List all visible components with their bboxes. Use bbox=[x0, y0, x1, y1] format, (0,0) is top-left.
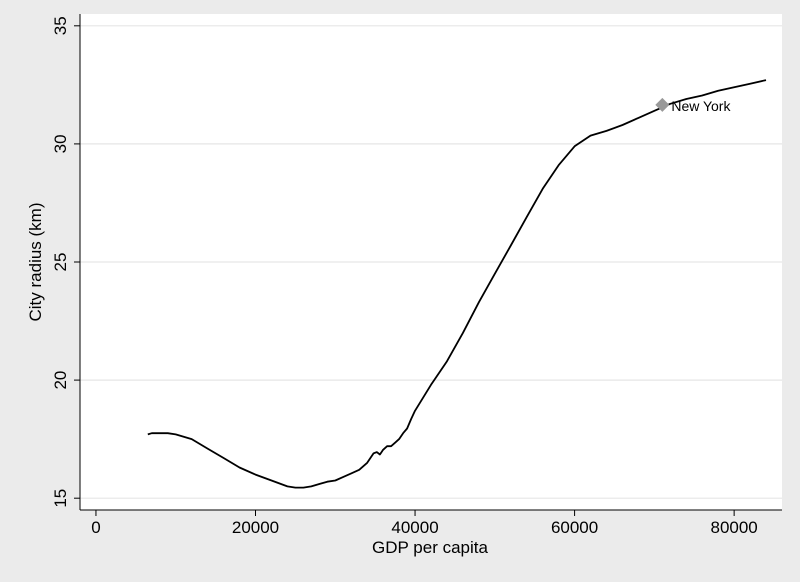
point-label: New York bbox=[671, 98, 731, 114]
y-tick-label: 15 bbox=[51, 489, 70, 508]
x-tick-label: 80000 bbox=[710, 518, 757, 537]
y-axis-ticks: 15 20 25 30 35 bbox=[51, 16, 80, 508]
y-tick-label: 35 bbox=[51, 16, 70, 35]
y-tick-label: 20 bbox=[51, 371, 70, 390]
x-axis-ticks: 0 20000 40000 60000 80000 bbox=[91, 510, 758, 537]
x-tick-label: 0 bbox=[91, 518, 100, 537]
point-marker bbox=[655, 97, 670, 112]
y-axis-title: City radius (km) bbox=[26, 202, 45, 321]
x-tick-label: 20000 bbox=[232, 518, 279, 537]
x-tick-label: 40000 bbox=[391, 518, 438, 537]
gridlines bbox=[80, 25, 782, 499]
x-axis-title: GDP per capita bbox=[372, 538, 488, 557]
x-tick-label: 60000 bbox=[551, 518, 598, 537]
y-tick-label: 25 bbox=[51, 253, 70, 272]
series-line bbox=[147, 79, 767, 489]
y-tick-label: 30 bbox=[51, 134, 70, 153]
annotated-points: New York bbox=[655, 97, 731, 114]
